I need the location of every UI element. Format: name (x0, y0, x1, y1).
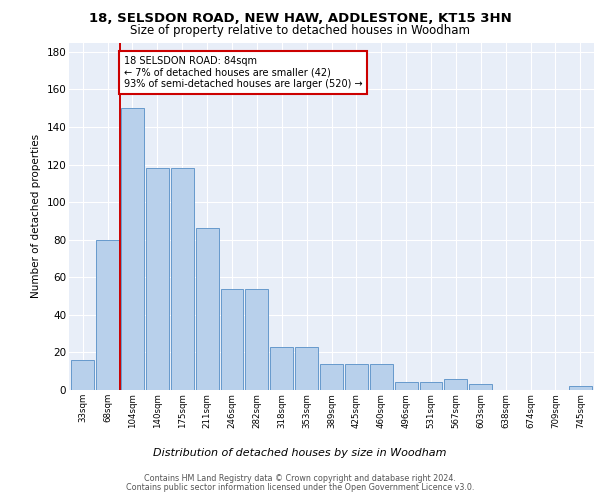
Bar (196, 228, 218, 390)
Text: 18 SELSDON ROAD: 84sqm
← 7% of detached houses are smaller (42)
93% of semi-deta: 18 SELSDON ROAD: 84sqm ← 7% of detached … (124, 56, 362, 89)
Bar (121, 108, 144, 390)
Bar (270, 347, 293, 390)
Text: Contains public sector information licensed under the Open Government Licence v3: Contains public sector information licen… (126, 484, 474, 492)
Y-axis label: Number of detached properties: Number of detached properties (31, 134, 41, 298)
Text: 18, SELSDON ROAD, NEW HAW, ADDLESTONE, KT15 3HN: 18, SELSDON ROAD, NEW HAW, ADDLESTONE, K… (89, 12, 511, 26)
Bar (171, 168, 194, 390)
Bar (146, 168, 169, 390)
Bar (345, 364, 368, 390)
Bar (71, 360, 94, 390)
Bar (320, 364, 343, 390)
Bar (395, 382, 418, 390)
Bar (221, 288, 244, 390)
Bar (370, 364, 393, 390)
Bar (469, 384, 492, 390)
Bar (96, 240, 119, 390)
Text: Size of property relative to detached houses in Woodham: Size of property relative to detached ho… (130, 24, 470, 37)
Text: Contains HM Land Registry data © Crown copyright and database right 2024.: Contains HM Land Registry data © Crown c… (144, 474, 456, 483)
Bar (445, 378, 467, 390)
Bar (569, 386, 592, 390)
Bar (295, 347, 318, 390)
Text: Distribution of detached houses by size in Woodham: Distribution of detached houses by size … (153, 448, 447, 458)
Bar (245, 288, 268, 390)
Bar (419, 382, 442, 390)
